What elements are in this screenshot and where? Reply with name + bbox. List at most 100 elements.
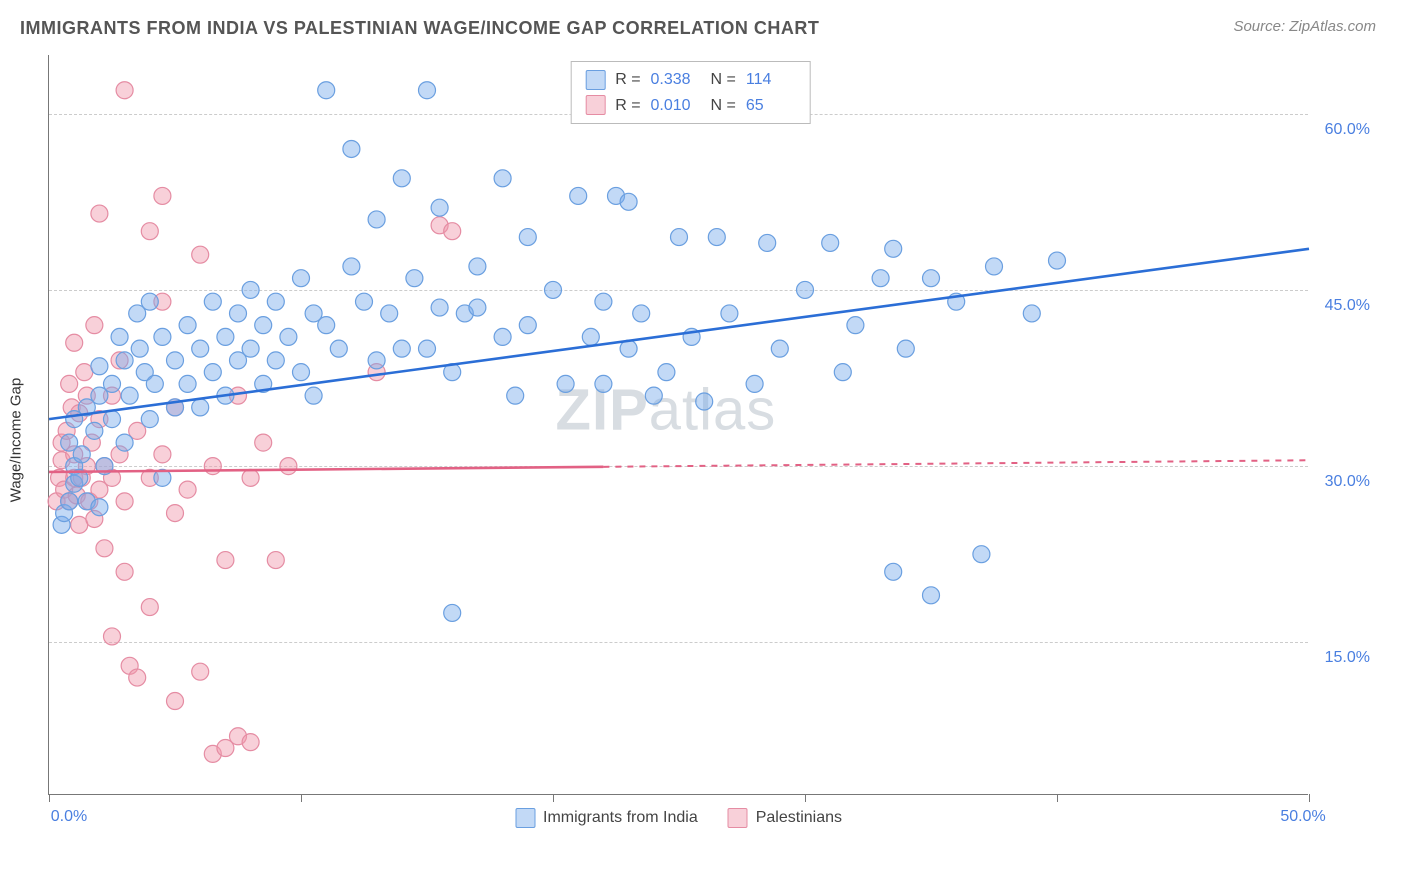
y-tick-label: 30.0%: [1325, 473, 1370, 491]
scatter-point: [104, 411, 121, 428]
scatter-point: [469, 299, 486, 316]
scatter-point: [671, 229, 688, 246]
scatter-point: [217, 552, 234, 569]
scatter-point: [582, 328, 599, 345]
plot-area: ZIPatlas 15.0%30.0%45.0%60.0% R = 0.338 …: [48, 55, 1308, 795]
scatter-point: [318, 82, 335, 99]
source-text: Source: ZipAtlas.com: [1233, 18, 1376, 35]
legend-bottom: Immigrants from India Palestinians: [515, 808, 842, 828]
scatter-point: [797, 281, 814, 298]
x-tick-label: 50.0%: [1280, 808, 1325, 826]
scatter-point: [293, 364, 310, 381]
scatter-point: [923, 270, 940, 287]
scatter-point: [242, 734, 259, 751]
scatter-point: [356, 293, 373, 310]
scatter-point: [91, 499, 108, 516]
legend-stats-row-india: R = 0.338 N = 114: [585, 67, 796, 93]
scatter-point: [86, 422, 103, 439]
scatter-point: [204, 458, 221, 475]
scatter-point: [96, 540, 113, 557]
legend-stats: R = 0.338 N = 114 R = 0.010 N = 65: [570, 61, 811, 124]
scatter-point: [494, 328, 511, 345]
scatter-point: [192, 340, 209, 357]
scatter-point: [393, 340, 410, 357]
scatter-point: [557, 375, 574, 392]
y-tick-label: 45.0%: [1325, 297, 1370, 315]
scatter-point: [923, 587, 940, 604]
scatter-point: [242, 469, 259, 486]
scatter-point: [91, 205, 108, 222]
scatter-point: [141, 293, 158, 310]
scatter-point: [116, 434, 133, 451]
scatter-point: [494, 170, 511, 187]
scatter-point: [204, 364, 221, 381]
scatter-point: [131, 340, 148, 357]
scatter-point: [444, 604, 461, 621]
n-value-palestinian: 65: [746, 93, 796, 119]
trend-line-dashed: [603, 460, 1309, 467]
r-value-palestinian: 0.010: [651, 93, 701, 119]
scatter-point: [61, 493, 78, 510]
scatter-point: [293, 270, 310, 287]
scatter-point: [116, 493, 133, 510]
scatter-point: [116, 352, 133, 369]
scatter-point: [267, 352, 284, 369]
scatter-point: [104, 628, 121, 645]
legend-label-india: Immigrants from India: [543, 809, 698, 827]
scatter-point: [419, 340, 436, 357]
scatter-point: [595, 375, 612, 392]
scatter-point: [545, 281, 562, 298]
scatter-point: [393, 170, 410, 187]
scatter-point: [872, 270, 889, 287]
r-label: R =: [615, 67, 640, 93]
r-label: R =: [615, 93, 640, 119]
scatter-point: [91, 358, 108, 375]
scatter-point: [242, 281, 259, 298]
scatter-point: [242, 340, 259, 357]
scatter-point: [121, 387, 138, 404]
scatter-point: [633, 305, 650, 322]
scatter-point: [444, 223, 461, 240]
scatter-point: [645, 387, 662, 404]
scatter-point: [71, 516, 88, 533]
scatter-point: [368, 211, 385, 228]
n-label: N =: [711, 67, 736, 93]
scatter-point: [267, 293, 284, 310]
legend-swatch-india: [515, 808, 535, 828]
scatter-point: [431, 299, 448, 316]
scatter-point: [230, 305, 247, 322]
scatter-point: [86, 317, 103, 334]
scatter-point: [406, 270, 423, 287]
scatter-point: [519, 317, 536, 334]
scatter-point: [696, 393, 713, 410]
scatter-point: [708, 229, 725, 246]
y-axis-label: Wage/Income Gap: [8, 378, 25, 503]
scatter-point: [154, 446, 171, 463]
scatter-point: [973, 546, 990, 563]
scatter-point: [381, 305, 398, 322]
legend-item-palestinian: Palestinians: [728, 808, 842, 828]
scatter-point: [305, 387, 322, 404]
legend-item-india: Immigrants from India: [515, 808, 698, 828]
scatter-point: [885, 240, 902, 257]
y-tick-label: 60.0%: [1325, 121, 1370, 139]
scatter-point: [280, 458, 297, 475]
scatter-point: [179, 317, 196, 334]
scatter-point: [419, 82, 436, 99]
scatter-point: [141, 223, 158, 240]
scatter-point: [192, 399, 209, 416]
scatter-point: [771, 340, 788, 357]
chart-title: IMMIGRANTS FROM INDIA VS PALESTINIAN WAG…: [20, 18, 819, 39]
n-label: N =: [711, 93, 736, 119]
scatter-point: [116, 82, 133, 99]
scatter-point: [1049, 252, 1066, 269]
scatter-point: [885, 563, 902, 580]
legend-swatch-palestinian: [728, 808, 748, 828]
scatter-point: [167, 505, 184, 522]
legend-swatch-palestinian: [585, 95, 605, 115]
scatter-point: [822, 234, 839, 251]
scatter-point: [179, 481, 196, 498]
scatter-point: [267, 552, 284, 569]
n-value-india: 114: [746, 67, 796, 93]
trend-line: [49, 249, 1309, 419]
